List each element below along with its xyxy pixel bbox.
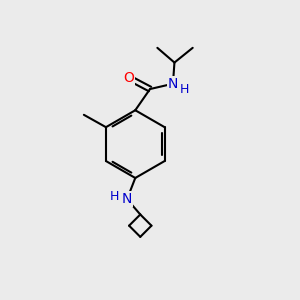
Text: H: H: [110, 190, 119, 203]
Text: O: O: [123, 71, 134, 85]
Text: N: N: [168, 77, 178, 91]
Text: H: H: [179, 82, 189, 95]
Text: N: N: [122, 192, 132, 206]
